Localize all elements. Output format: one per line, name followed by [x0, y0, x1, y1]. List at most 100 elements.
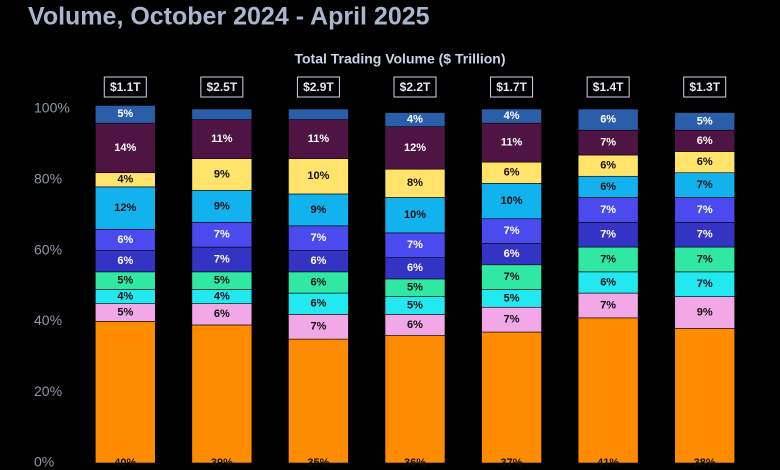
data-label: 36%	[404, 457, 426, 469]
data-label: 7%	[697, 179, 713, 191]
bar-segment	[288, 338, 349, 464]
bar-segment	[481, 122, 542, 163]
data-label: 9%	[214, 200, 230, 212]
data-label: 6%	[117, 255, 133, 267]
data-label: 7%	[407, 239, 423, 251]
bar-segment	[481, 264, 542, 290]
data-label: 7%	[310, 321, 326, 333]
bar-segment	[674, 246, 736, 273]
data-label: 5%	[407, 299, 423, 311]
data-label: 5%	[697, 115, 713, 127]
data-label: 6%	[600, 114, 616, 126]
data-label: 7%	[214, 229, 230, 241]
data-label: 10%	[501, 195, 523, 207]
bar-segment	[577, 197, 639, 223]
bar-segment	[191, 108, 253, 120]
data-label: 6%	[504, 248, 520, 260]
bar-segment	[288, 193, 349, 227]
total-box	[200, 76, 244, 98]
bar-segment	[577, 246, 639, 273]
bar-segment	[674, 172, 736, 198]
bar-segment	[191, 221, 253, 248]
bar-segment	[384, 126, 446, 170]
bar-segment	[577, 317, 639, 464]
data-label: 6%	[117, 234, 133, 246]
bar-segment	[288, 108, 349, 120]
bar-segment	[674, 112, 736, 131]
bar-segment	[577, 221, 639, 248]
data-label: 10%	[404, 209, 426, 221]
data-label: 5%	[117, 108, 133, 120]
bar-segment	[674, 271, 736, 297]
data-label: 6%	[407, 262, 423, 274]
bar-segment	[288, 158, 349, 195]
data-label: 7%	[600, 137, 616, 149]
data-label: 11%	[501, 137, 523, 149]
data-label: 38%	[694, 457, 716, 469]
data-label: 7%	[310, 232, 326, 244]
chart-subtitle: Total Trading Volume ($ Trillion)	[294, 51, 505, 67]
data-label: 11%	[211, 133, 233, 145]
data-label: 35%	[307, 457, 329, 469]
bar-segment	[481, 331, 542, 464]
data-label: 6%	[697, 156, 713, 168]
total-box	[103, 76, 147, 98]
data-label: 4%	[117, 291, 133, 303]
total-label: $1.3T	[689, 80, 720, 94]
data-label: 5%	[117, 306, 133, 318]
data-label: 9%	[697, 306, 713, 318]
y-tick-label: 0%	[34, 454, 54, 470]
data-label: 37%	[501, 457, 523, 469]
bar-segment	[481, 108, 542, 124]
data-label: 6%	[214, 308, 230, 320]
data-label: 6%	[504, 167, 520, 179]
bar-segment	[94, 186, 156, 230]
data-label: 7%	[697, 253, 713, 265]
bar-segment	[384, 112, 446, 128]
data-label: 8%	[407, 177, 423, 189]
bar-segment	[384, 197, 446, 234]
total-label: $2.9T	[303, 80, 334, 94]
data-label: 6%	[310, 255, 326, 267]
bar-segment	[288, 119, 349, 159]
data-label: 12%	[404, 142, 426, 154]
y-tick-label: 80%	[34, 171, 62, 187]
bar-segment	[288, 314, 349, 340]
bar-segment	[577, 129, 639, 156]
data-label: 39%	[211, 457, 233, 469]
bar-segment	[191, 190, 253, 223]
total-box	[683, 76, 727, 98]
total-label: $1.4T	[593, 80, 624, 94]
data-label: 4%	[214, 291, 230, 303]
data-label: 5%	[504, 292, 520, 304]
data-label: 14%	[114, 142, 136, 154]
data-label: 7%	[600, 299, 616, 311]
data-label: 6%	[310, 298, 326, 310]
data-label: 4%	[504, 110, 520, 122]
total-label: $2.2T	[400, 80, 431, 94]
data-label: 7%	[600, 253, 616, 265]
data-label: 6%	[600, 160, 616, 172]
data-label: 5%	[117, 275, 133, 287]
data-label: 7%	[697, 204, 713, 216]
data-label: 6%	[407, 319, 423, 331]
bar-segment	[384, 335, 446, 464]
bar-segment	[94, 321, 156, 464]
data-label: 9%	[214, 168, 230, 180]
y-tick-label: 60%	[34, 241, 62, 257]
data-label: 7%	[214, 253, 230, 265]
data-label: 7%	[600, 204, 616, 216]
data-label: 10%	[307, 170, 329, 182]
total-label: $1.7T	[496, 80, 527, 94]
data-label: 6%	[600, 276, 616, 288]
y-tick-label: 100%	[34, 100, 70, 116]
data-label: 7%	[504, 271, 520, 283]
bar-segment	[577, 292, 639, 319]
data-label: 7%	[504, 225, 520, 237]
bar-segment	[674, 328, 736, 464]
data-label: 6%	[600, 181, 616, 193]
data-label: 7%	[504, 314, 520, 326]
bar-segment	[674, 221, 736, 248]
total-box	[490, 76, 534, 98]
